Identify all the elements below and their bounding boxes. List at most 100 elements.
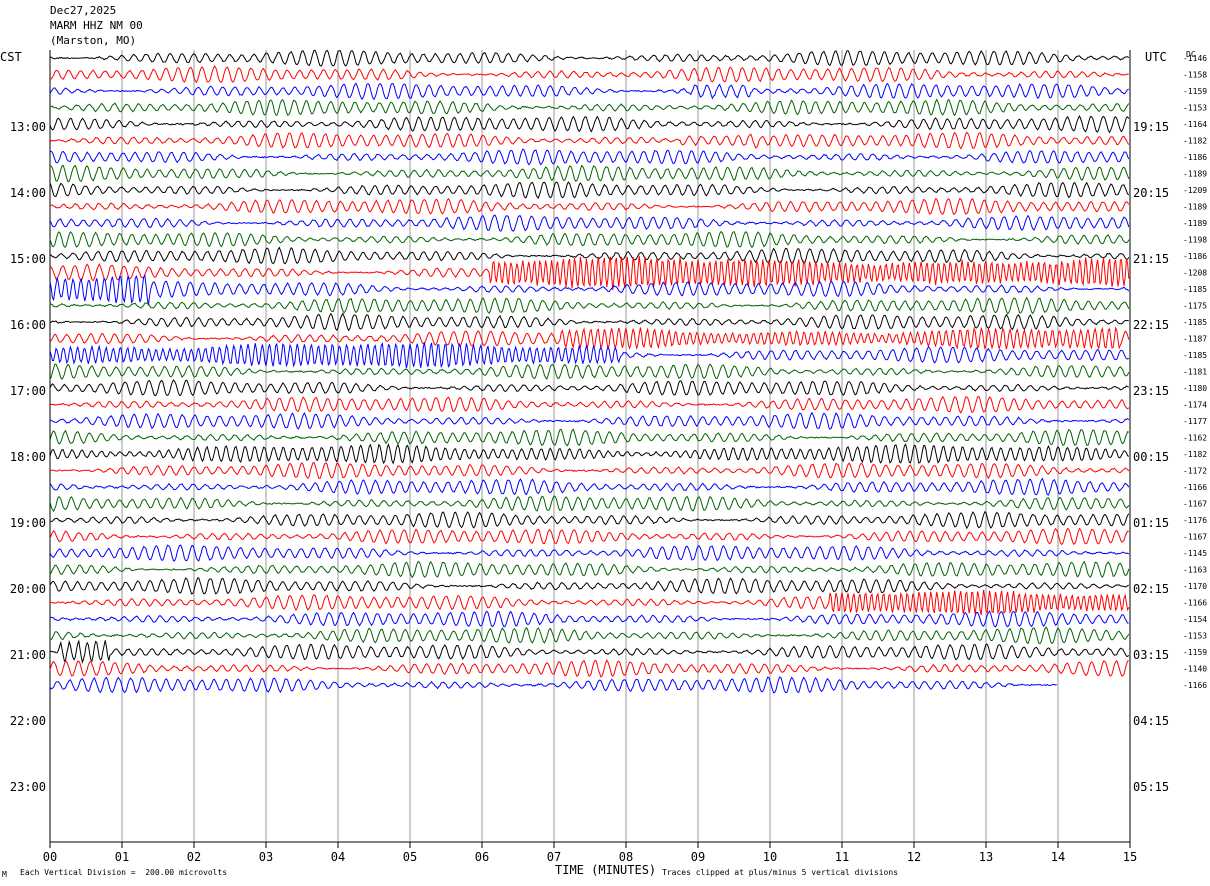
- dc-offset-label: -1166: [1183, 599, 1207, 608]
- seismic-trace-17: [49, 326, 1130, 351]
- seismic-trace-28: [49, 511, 1130, 530]
- dc-offset-label: -1174: [1183, 401, 1207, 410]
- dc-offset-label: -1185: [1183, 351, 1207, 360]
- seismic-trace-21: [49, 395, 1130, 414]
- dc-offset-label: -1180: [1183, 384, 1207, 393]
- seismic-trace-26: [49, 477, 1130, 496]
- x-tick-label: 11: [835, 850, 849, 864]
- dc-offset-label: -1198: [1183, 236, 1207, 245]
- dc-offset-label: -1172: [1183, 467, 1207, 476]
- dc-offset-label: -1158: [1183, 71, 1207, 80]
- seismic-trace-19: [49, 363, 1130, 381]
- dc-offset-label: -1185: [1183, 318, 1207, 327]
- seismic-trace-4: [49, 115, 1130, 134]
- dc-offset-label: -1186: [1183, 153, 1207, 162]
- dc-offset-label: -1166: [1183, 681, 1207, 690]
- cst-hour-label: 16:00: [10, 318, 46, 332]
- cst-hour-label: 15:00: [10, 252, 46, 266]
- x-tick-label: 06: [475, 850, 489, 864]
- seismic-trace-1: [49, 65, 1129, 84]
- seismic-trace-30: [49, 544, 1130, 562]
- dc-offset-label: -1164: [1183, 120, 1207, 129]
- seismic-trace-37: [49, 658, 1130, 678]
- x-axis-title: TIME (MINUTES): [555, 863, 657, 877]
- footer-clip-note: Traces clipped at plus/minus 5 vertical …: [662, 868, 899, 877]
- utc-hour-label: 23:15: [1133, 384, 1169, 398]
- seismic-trace-29: [49, 527, 1129, 546]
- dc-offset-label: -1153: [1183, 632, 1207, 641]
- utc-hour-label: 00:15: [1133, 450, 1169, 464]
- seismic-trace-9: [49, 198, 1130, 215]
- dc-offset-label: -1177: [1183, 417, 1207, 426]
- dc-offset-label: -1159: [1183, 87, 1207, 96]
- dc-label: DC: [1186, 50, 1196, 59]
- x-tick-label: 04: [331, 850, 345, 864]
- utc-axis-label: UTC: [1145, 50, 1167, 64]
- cst-hour-label: 21:00: [10, 648, 46, 662]
- seismic-trace-18: [49, 341, 1130, 369]
- x-tick-label: 12: [907, 850, 921, 864]
- x-tick-label: 09: [691, 850, 705, 864]
- cst-hour-label: 13:00: [10, 120, 46, 134]
- cst-hour-label: 20:00: [10, 582, 46, 596]
- utc-hour-label: 02:15: [1133, 582, 1169, 596]
- corner-mark: M: [2, 870, 7, 879]
- seismic-trace-35: [49, 626, 1130, 645]
- cst-hour-label: 19:00: [10, 516, 46, 530]
- x-tick-label: 10: [763, 850, 777, 864]
- dc-offset-label: -1166: [1183, 483, 1207, 492]
- seismic-trace-24: [49, 442, 1130, 465]
- seismic-trace-14: [49, 273, 1130, 306]
- dc-offset-label: -1153: [1183, 104, 1207, 113]
- utc-hour-label: 03:15: [1133, 648, 1169, 662]
- seismic-trace-31: [49, 560, 1130, 579]
- dc-offset-label: -1185: [1183, 285, 1207, 294]
- x-tick-label: 08: [619, 850, 633, 864]
- dc-offset-label: -1175: [1183, 302, 1207, 311]
- cst-hour-label: 14:00: [10, 186, 46, 200]
- dc-offset-label: -1182: [1183, 137, 1207, 146]
- x-tick-label: 02: [187, 850, 201, 864]
- utc-hour-label: 04:15: [1133, 714, 1169, 728]
- utc-hour-label: 21:15: [1133, 252, 1169, 266]
- seismic-trace-36: [49, 639, 1130, 665]
- seismic-trace-0: [49, 49, 1130, 67]
- seismic-trace-8: [49, 181, 1130, 199]
- header-station: MARM HHZ NM 00: [50, 19, 143, 32]
- utc-hour-label: 05:15: [1133, 780, 1169, 794]
- seismic-trace-15: [49, 296, 1130, 315]
- seismic-trace-5: [49, 131, 1130, 150]
- axis-labels: 00 01 02 03 04 05 06 07 08 09 10 11 12 13 14 15 13:00 19:…: [10, 54, 1207, 864]
- dc-offset-label: -1189: [1183, 219, 1207, 228]
- dc-offset-label: -1187: [1183, 335, 1207, 344]
- footer-scale-note: Each Vertical Division = 200.00 microvol…: [20, 868, 228, 877]
- dc-offset-label: -1209: [1183, 186, 1207, 195]
- seismic-trace-13: [49, 255, 1130, 291]
- plot-grid: [49, 50, 1131, 848]
- dc-offset-label: -1189: [1183, 203, 1207, 212]
- seismic-trace-12: [49, 246, 1130, 265]
- seismic-trace-34: [49, 610, 1129, 628]
- seismic-trace-11: [49, 230, 1130, 249]
- dc-offset-label: -1176: [1183, 516, 1207, 525]
- dc-offset-label: -1154: [1183, 615, 1207, 624]
- utc-hour-label: 01:15: [1133, 516, 1169, 530]
- utc-hour-label: 19:15: [1133, 120, 1169, 134]
- cst-hour-label: 18:00: [10, 450, 46, 464]
- seismic-trace-33: [49, 589, 1130, 616]
- dc-offset-label: -1208: [1183, 269, 1207, 278]
- x-tick-label: 14: [1051, 850, 1065, 864]
- dc-offset-label: -1189: [1183, 170, 1207, 179]
- dc-offset-label: -1186: [1183, 252, 1207, 261]
- seismic-trace-38: [49, 676, 1057, 694]
- x-tick-label: 05: [403, 850, 417, 864]
- dc-offset-label: -1170: [1183, 582, 1207, 591]
- dc-offset-label: -1146: [1183, 54, 1207, 63]
- utc-hour-label: 20:15: [1133, 186, 1169, 200]
- x-tick-label: 01: [115, 850, 129, 864]
- seismic-trace-23: [49, 428, 1130, 447]
- seismic-trace-7: [49, 164, 1130, 183]
- seismic-trace-25: [49, 461, 1130, 480]
- seismic-traces: [49, 49, 1130, 694]
- seismic-trace-16: [49, 312, 1129, 332]
